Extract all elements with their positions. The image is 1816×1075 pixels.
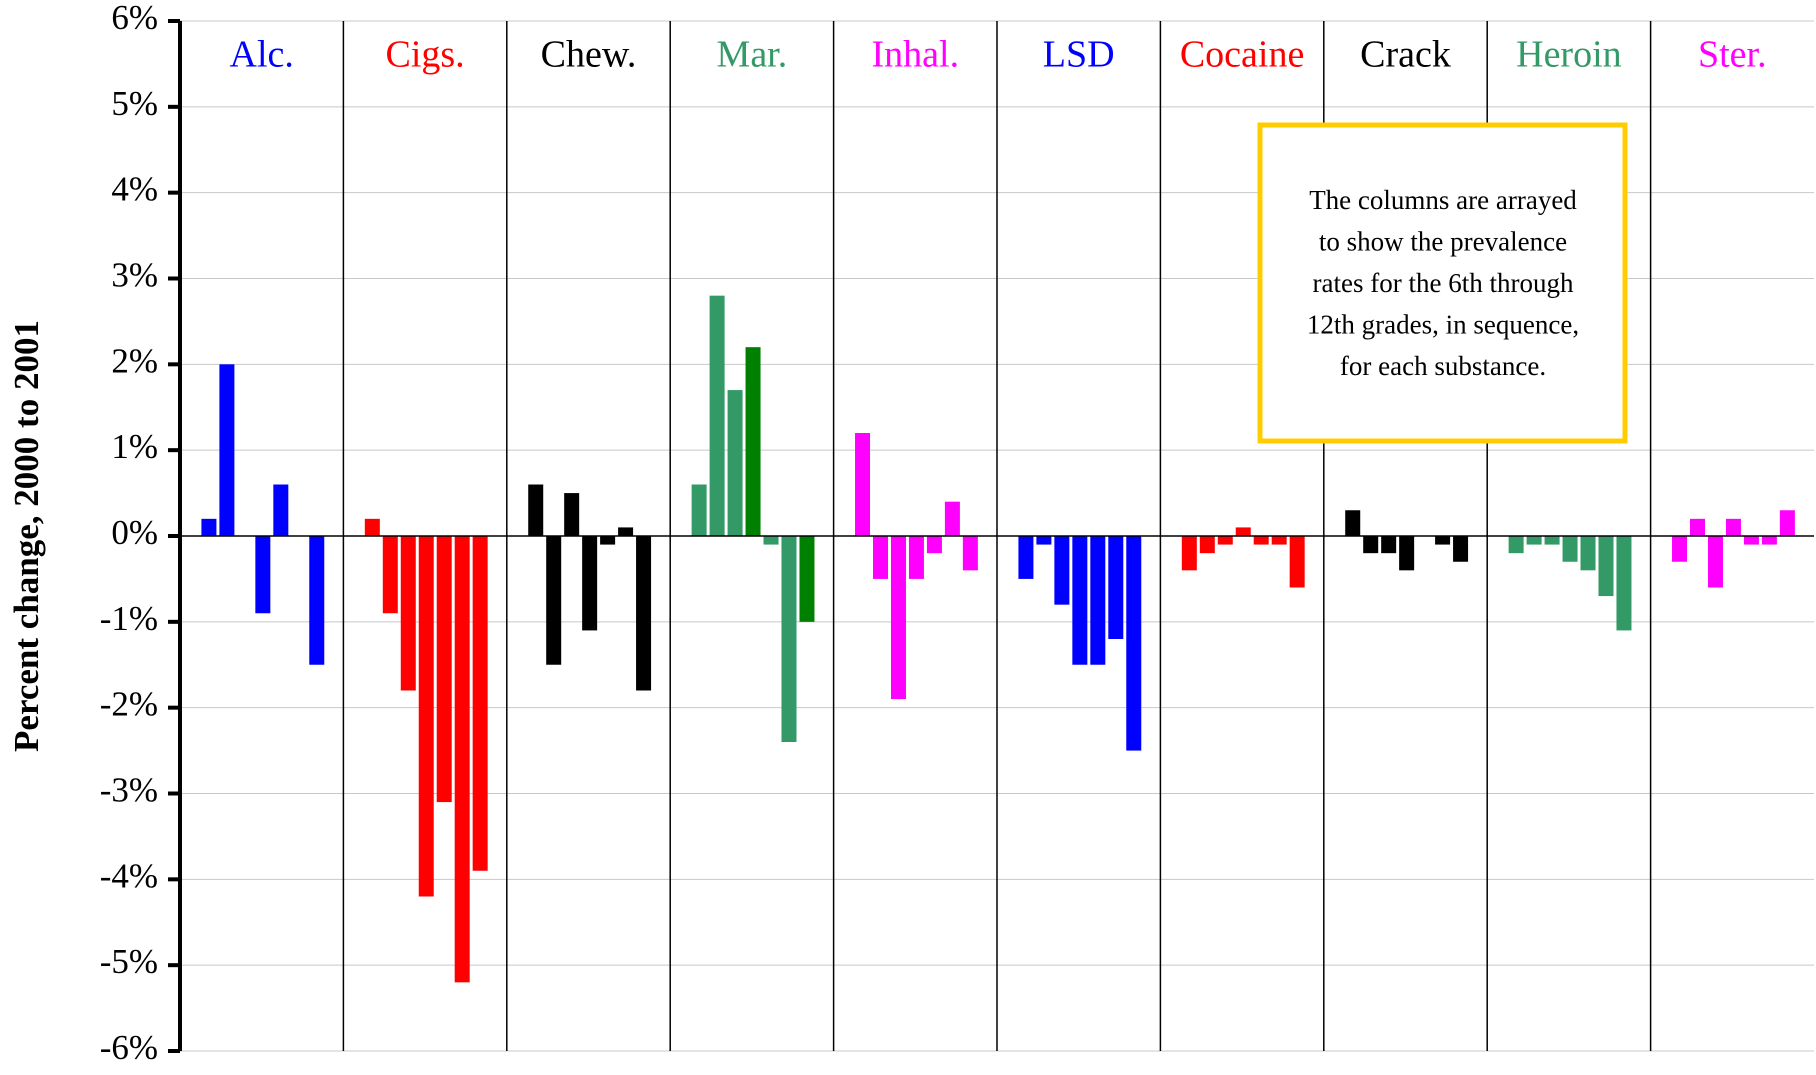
bar [564,493,580,536]
bar [1580,536,1596,571]
bar [1289,536,1305,588]
bar [872,536,888,579]
y-axis-label: Percent change, 2000 to 2001 [7,320,46,752]
bar [273,484,289,536]
bar [962,536,978,571]
annotation-text: for each substance. [1340,351,1546,381]
bar [745,347,761,536]
bar [1761,536,1777,545]
y-tick-label: -2% [100,685,158,724]
bar [1672,536,1688,562]
bar [600,536,616,545]
annotation-text: to show the prevalence [1319,227,1567,257]
bar [1526,536,1542,545]
bar [255,536,271,614]
bar [219,364,235,536]
y-tick-label: -4% [100,856,158,895]
bar [709,295,725,536]
group-label: LSD [1043,34,1115,76]
bar [201,518,217,536]
bar [364,518,380,536]
bar [1707,536,1723,588]
bar [1126,536,1142,751]
bar [400,536,416,691]
bar [1508,536,1524,554]
bar [1725,518,1741,536]
bar [855,433,871,536]
bar [1090,536,1106,665]
bar [944,501,960,536]
group-label: Inhal. [872,34,960,76]
bar [926,536,942,554]
bar [908,536,924,579]
bar [472,536,488,871]
annotation-text: rates for the 6th through [1313,268,1574,298]
group-label: Crack [1360,34,1451,76]
bar [582,536,598,631]
annotation-box [1257,122,1628,444]
bar [436,536,452,803]
bar [1779,510,1795,536]
y-tick-label: -3% [100,771,158,810]
bar [1018,536,1034,579]
group-label: Alc. [230,34,294,76]
y-tick-label: 4% [111,170,158,209]
bar [454,536,470,983]
bar [1689,518,1705,536]
y-tick-label: -5% [100,942,158,981]
bar [1363,536,1379,554]
annotation-text: The columns are arrayed [1309,185,1577,215]
y-tick-label: 6% [111,0,158,37]
bar [636,536,652,691]
y-tick-label: 5% [111,84,158,123]
bar [1199,536,1215,554]
group-label: Cocaine [1180,34,1305,76]
bar [1072,536,1088,665]
bar [309,536,325,665]
bar [799,536,815,622]
bar [1054,536,1070,605]
bar [1181,536,1197,571]
bar [1544,536,1560,545]
bar [1381,536,1397,554]
bar [1253,536,1269,545]
bar [1271,536,1287,545]
y-tick-label: -1% [100,599,158,638]
bar [781,536,797,742]
bar [1235,527,1251,536]
bar [727,390,743,536]
bar [528,484,544,536]
y-tick-label: 0% [111,513,158,552]
group-label: Ster. [1698,34,1767,76]
group-label: Heroin [1516,34,1622,76]
bar [1743,536,1759,545]
group-label: Chew. [541,34,637,76]
y-tick-label: 1% [111,427,158,466]
bar [1108,536,1124,639]
bar [382,536,398,614]
bar [763,536,779,545]
bar [1616,536,1632,631]
bar [1345,510,1361,536]
y-tick-label: 3% [111,256,158,295]
bar [418,536,434,897]
y-tick-label: -6% [100,1028,158,1067]
group-label: Cigs. [385,34,464,76]
bar [618,527,634,536]
bar [691,484,707,536]
bar [1435,536,1451,545]
bar [890,536,906,700]
group-label: Mar. [717,34,788,76]
annotation-text: 12th grades, in sequence, [1307,310,1579,340]
bar [1562,536,1578,562]
bar [1453,536,1469,562]
bar [1217,536,1233,545]
bar [1598,536,1614,597]
bar [1399,536,1415,571]
bar [1036,536,1052,545]
bar [546,536,562,665]
y-tick-label: 2% [111,341,158,380]
